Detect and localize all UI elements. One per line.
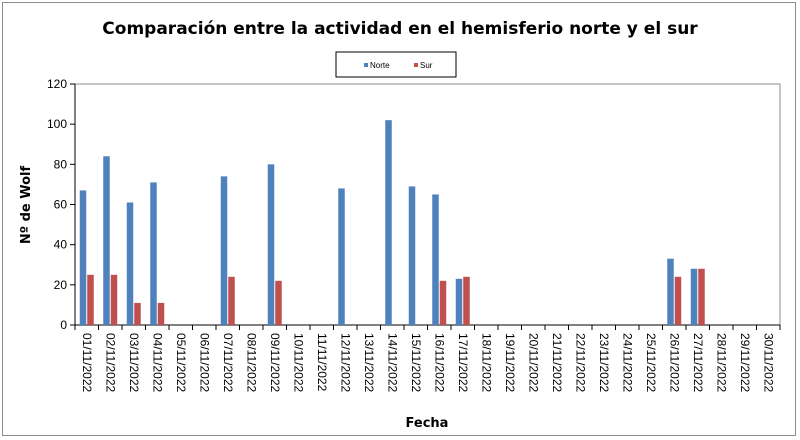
bar-sur-27/11/2022 — [698, 268, 705, 325]
x-tick-label: 08/11/2022 — [244, 333, 258, 392]
bar-sur-07/11/2022 — [228, 276, 235, 325]
bar-norte-04/11/2022 — [150, 182, 157, 325]
x-tick-label: 02/11/2022 — [103, 333, 117, 392]
bar-norte-07/11/2022 — [220, 176, 228, 325]
x-tick-label: 11/11/2022 — [315, 333, 329, 392]
x-tick-label: 03/11/2022 — [127, 333, 141, 392]
x-tick-label: 25/11/2022 — [644, 333, 658, 392]
bar-sur-01/11/2022 — [87, 274, 94, 325]
x-tick-label: 04/11/2022 — [150, 333, 164, 392]
x-tick-label: 29/11/2022 — [738, 333, 752, 392]
y-tick-label: 100 — [47, 117, 67, 131]
x-tick-label: 18/11/2022 — [479, 333, 493, 392]
bar-norte-15/11/2022 — [408, 186, 416, 325]
x-tick-label: 07/11/2022 — [221, 333, 235, 392]
bar-norte-17/11/2022 — [455, 278, 463, 325]
x-tick-label: 13/11/2022 — [362, 333, 376, 392]
bar-norte-16/11/2022 — [432, 194, 439, 325]
x-tick-label: 09/11/2022 — [268, 333, 282, 392]
x-tick-label: 23/11/2022 — [597, 333, 611, 392]
chart-title: Comparación entre la actividad en el hem… — [102, 19, 698, 39]
plot-border — [74, 83, 781, 326]
x-tick-label: 30/11/2022 — [761, 333, 775, 392]
x-tick-label: 05/11/2022 — [174, 333, 188, 392]
legend-label-sur: Sur — [420, 61, 433, 70]
x-tick-label: 10/11/2022 — [291, 333, 305, 392]
x-tick-label: 22/11/2022 — [573, 333, 587, 392]
x-tick-label: 16/11/2022 — [432, 333, 446, 392]
y-tick-label: 60 — [54, 198, 68, 212]
x-tick-label: 24/11/2022 — [620, 333, 634, 392]
plot-area: 0 20 40 60 80 100 120 01/11/2022 02/11/2022 03/11… — [47, 77, 781, 392]
bar-norte-14/11/2022 — [385, 120, 392, 326]
bar-sur-16/11/2022 — [439, 280, 447, 325]
bar-norte-01/11/2022 — [79, 190, 87, 325]
legend-swatch-sur — [414, 63, 418, 67]
x-tick-label: 28/11/2022 — [714, 333, 728, 392]
x-tick-label: 26/11/2022 — [667, 333, 681, 392]
x-tick-label: 12/11/2022 — [338, 333, 352, 392]
x-tick-label: 15/11/2022 — [409, 333, 423, 392]
x-axis-title: Fecha — [406, 416, 449, 431]
bar-norte-09/11/2022 — [267, 164, 275, 325]
legend-box — [335, 51, 457, 78]
bar-sur-17/11/2022 — [463, 276, 470, 325]
y-tick-label: 0 — [60, 318, 67, 332]
x-tick-label: 21/11/2022 — [550, 333, 564, 392]
x-tick-label: 14/11/2022 — [385, 333, 399, 392]
bar-norte-02/11/2022 — [103, 156, 110, 325]
x-tick-label: 01/11/2022 — [80, 333, 94, 392]
y-tick-label: 20 — [54, 278, 68, 292]
x-tick-label: 27/11/2022 — [691, 333, 705, 392]
legend: Norte Sur — [335, 51, 457, 78]
y-tick-label: 80 — [54, 157, 68, 171]
bar-sur-09/11/2022 — [275, 280, 282, 325]
bar-sur-04/11/2022 — [157, 302, 165, 325]
y-axis-title: Nº de Wolf — [19, 166, 34, 245]
x-tick-label: 20/11/2022 — [526, 333, 540, 392]
bar-sur-26/11/2022 — [674, 276, 682, 325]
bar-sur-03/11/2022 — [134, 302, 141, 325]
y-tick-label: 40 — [54, 238, 68, 252]
bar-norte-12/11/2022 — [338, 188, 345, 325]
y-tick-label: 120 — [47, 77, 67, 91]
legend-swatch-norte — [364, 63, 368, 67]
bar-sur-02/11/2022 — [110, 274, 118, 325]
x-tick-label: 06/11/2022 — [197, 333, 211, 392]
bar-norte-27/11/2022 — [690, 268, 698, 325]
legend-label-norte: Norte — [370, 61, 390, 70]
bar-norte-03/11/2022 — [126, 202, 134, 325]
x-tick-label: 17/11/2022 — [456, 333, 470, 392]
bar-norte-26/11/2022 — [667, 258, 674, 325]
x-tick-label: 19/11/2022 — [503, 333, 517, 392]
